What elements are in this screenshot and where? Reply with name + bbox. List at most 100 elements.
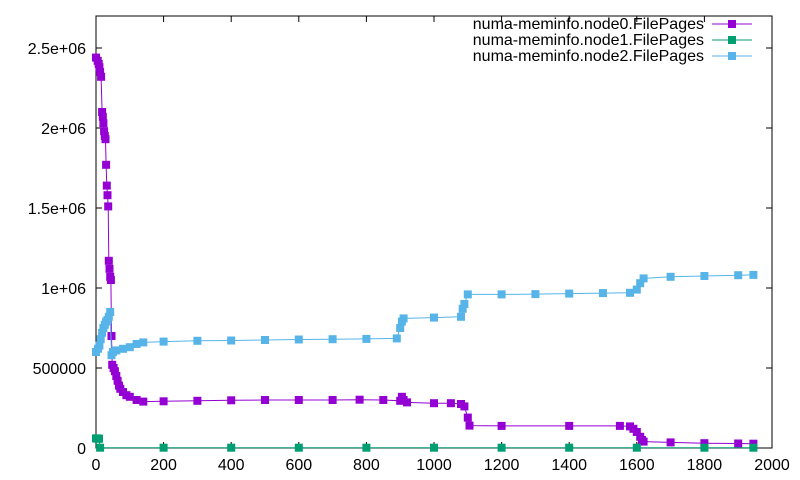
data-point [463,413,472,422]
data-point [396,324,405,332]
data-point [531,290,540,299]
data-point [99,119,108,128]
data-point [463,290,472,299]
data-point [106,276,115,284]
data-point [457,312,465,321]
legend-marker [728,20,736,28]
data-point [446,399,455,408]
data-point [193,336,202,345]
data-point [749,443,758,452]
x-tick-label: 1200 [484,457,520,474]
data-point [107,332,116,340]
data-point [96,443,105,452]
plot-frame [95,15,773,449]
data-point [105,264,114,273]
data-point [626,288,634,297]
data-point [227,443,236,452]
data-point [430,313,438,322]
data-point [125,392,134,401]
data-point [98,108,107,116]
x-tick-label: 1800 [687,457,723,474]
data-point [96,335,105,344]
x-tick-label: 0 [92,457,101,474]
data-point [460,300,469,308]
legend-label: numa-meminfo.node0.FilePages [473,16,704,33]
data-point [193,396,202,405]
data-point [666,438,675,447]
legend-marker [728,52,736,60]
data-point [497,290,506,299]
data-point [159,337,168,346]
x-tick-label: 2000 [754,457,790,474]
data-point [97,72,106,81]
data-point [112,346,121,355]
data-point [639,274,648,283]
x-axis: 0 200 400 600 800 1000 1200 1400 1600 1800 2000 [92,16,790,474]
data-point [112,372,121,380]
data-point [102,160,111,169]
data-point [125,343,134,352]
data-point [700,272,709,280]
data-point [458,304,467,313]
legend-label: numa-meminfo.node2.FilePages [473,48,704,65]
data-point [460,402,469,411]
x-tick-label: 1600 [619,457,655,474]
data-point [392,334,401,343]
legend-label: numa-meminfo.node1.FilePages [473,32,704,49]
data-point [465,421,474,430]
data-point [615,421,624,430]
data-point [632,285,641,294]
data-point [749,270,758,279]
x-tick-label: 1000 [416,457,452,474]
data-point [261,396,269,404]
data-point [227,336,236,345]
data-point [139,338,148,347]
data-point [379,396,388,404]
y-tick-label: 1e+06 [41,281,86,298]
y-tick-label: 0 [77,441,86,458]
data-point [98,328,107,337]
data-point [565,443,574,452]
legend-marker [728,36,736,44]
data-point [95,341,104,350]
data-point [362,443,371,452]
data-point [328,335,337,344]
data-point [734,439,743,448]
series-line [95,57,754,445]
y-tick-label: 500000 [33,361,86,378]
data-point [98,112,107,121]
data-point [734,271,743,280]
data-point [355,395,364,404]
data-point [362,334,371,343]
data-point [110,367,119,376]
data-point [639,437,648,446]
data-point [106,308,115,316]
data-point [104,202,113,211]
data-point [113,376,122,385]
data-point [403,398,411,407]
data-point [430,399,438,408]
series-2 [92,270,758,360]
data-point [497,443,506,452]
x-tick-label: 200 [150,457,177,474]
data-point [104,312,113,321]
data-point [159,443,168,452]
series-line [96,437,754,449]
data-point [139,397,148,406]
data-point [632,428,641,436]
data-point [294,443,303,452]
data-point [103,191,112,200]
y-tick-label: 2.5e+06 [28,41,86,58]
x-tick-label: 1400 [551,457,587,474]
y-tick-label: 2e+06 [41,121,86,138]
data-point [497,421,506,430]
data-point [294,396,303,404]
series-1 [92,434,758,452]
data-point [328,396,337,404]
series-layer [92,53,758,452]
data-point [700,443,709,452]
data-point [227,396,236,405]
legend: numa-meminfo.node0.FilePagesnuma-meminfo… [473,16,752,65]
